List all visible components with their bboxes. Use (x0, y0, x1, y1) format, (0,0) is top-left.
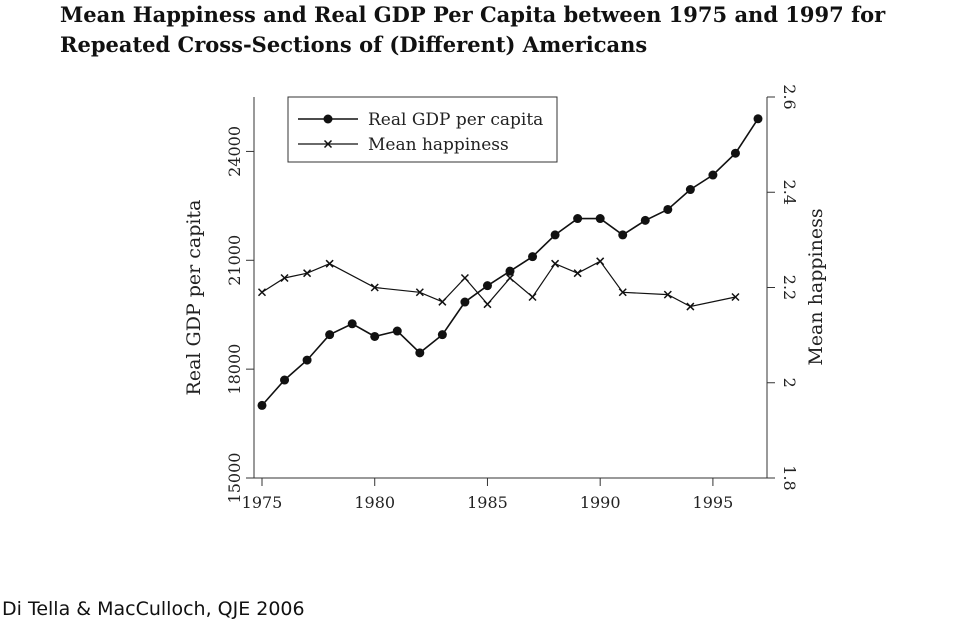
data-point (528, 252, 538, 262)
data-point (505, 266, 515, 276)
y-left-tick-label: 18000 (225, 344, 244, 395)
data-point (347, 319, 357, 329)
chart-title: Mean Happiness and Real GDP Per Capita b… (60, 2, 886, 57)
x-tick-label: 1985 (467, 493, 508, 512)
legend: Real GDP per capita Mean happiness (287, 96, 558, 163)
data-point (685, 185, 695, 195)
data-point (686, 302, 695, 311)
y-right-tick-label: 1.8 (780, 465, 799, 490)
y-left-tick-label: 24000 (225, 126, 244, 177)
legend-label-happiness: Mean happiness (368, 135, 509, 155)
data-point (640, 215, 650, 225)
data-point (257, 288, 267, 297)
data-point (370, 283, 379, 292)
data-point (415, 288, 424, 297)
data-point (280, 375, 290, 385)
y-left-axis-label: Real GDP per capita (183, 200, 205, 396)
y-left-tick-label: 15000 (225, 453, 244, 504)
data-point (437, 330, 447, 340)
data-point (415, 348, 425, 358)
data-point (663, 290, 672, 299)
y-left-tick-label: 21000 (225, 235, 244, 286)
data-point (595, 214, 605, 224)
y-right-axis-label: Mean happiness (805, 208, 827, 365)
y-right-tick-label: 2 (780, 378, 799, 388)
data-point (731, 292, 740, 302)
series-line (261, 260, 736, 308)
data-point (302, 355, 312, 365)
data-point (303, 269, 312, 278)
x-tick-label: 1980 (354, 493, 395, 512)
data-point (596, 257, 605, 266)
data-point (370, 331, 380, 341)
series-real-gdp (257, 114, 763, 410)
data-point (618, 288, 627, 297)
data-point (573, 214, 583, 224)
legend-box (287, 96, 558, 163)
data-point (483, 300, 492, 309)
source-caption: Di Tella & MacCulloch, QJE 2006 (2, 598, 305, 620)
y-right-tick-label: 2.4 (780, 180, 799, 205)
data-point (730, 148, 740, 158)
data-point (325, 259, 334, 268)
x-tick-label: 1995 (693, 493, 734, 512)
data-point (460, 273, 469, 283)
data-point (618, 230, 628, 240)
data-point (280, 273, 289, 283)
axes: 1975 1980 1985 1990 1995 15000 18000 21000 24000… (183, 84, 827, 512)
data-point (753, 114, 763, 124)
legend-marker-happiness (323, 139, 333, 149)
series-mean-happiness (257, 257, 740, 311)
y-right-tick-label: 2.6 (780, 84, 799, 109)
legend-marker-gdp (323, 114, 333, 124)
data-point (551, 259, 560, 268)
data-point (663, 204, 673, 214)
data-point (528, 292, 537, 302)
data-point (460, 297, 470, 307)
x-tick-label: 1975 (242, 493, 283, 512)
data-point (573, 269, 582, 278)
data-point (482, 281, 492, 291)
legend-label-gdp: Real GDP per capita (368, 110, 543, 130)
data-point (505, 273, 515, 283)
data-point (325, 330, 335, 340)
data-point (392, 326, 402, 336)
y-right-tick-label: 2.2 (780, 275, 799, 300)
data-point (708, 170, 718, 180)
data-point (438, 297, 447, 306)
x-tick-label: 1990 (580, 493, 621, 512)
data-point (550, 230, 560, 240)
data-point (257, 400, 267, 410)
